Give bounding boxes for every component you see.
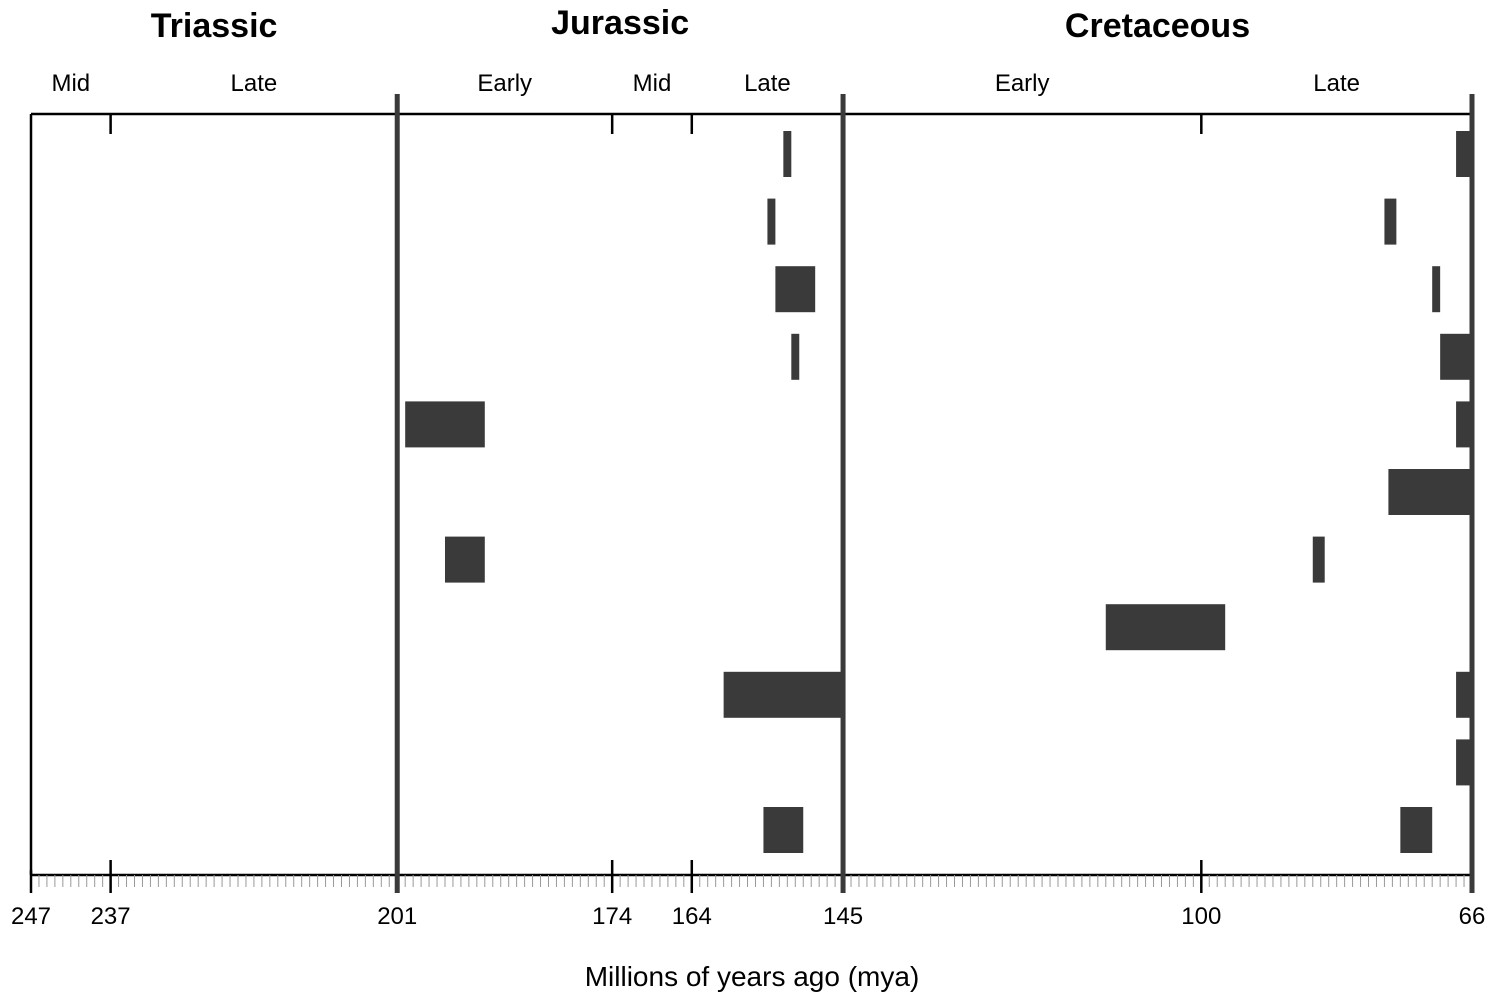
range-bar: [444, 536, 485, 583]
x-tick-label: 174: [592, 903, 632, 930]
range-bar: [1456, 739, 1472, 786]
range-bar: [1456, 131, 1472, 177]
epoch-label: Mid: [633, 70, 672, 97]
x-tick-label: 247: [11, 903, 51, 930]
period-boundaries: [394, 94, 1475, 893]
range-bar: [783, 131, 792, 177]
range-bar: [1384, 198, 1397, 245]
range-bar: [767, 198, 776, 245]
x-tick-label: 201: [377, 903, 417, 930]
epoch-label: Mid: [51, 70, 90, 97]
plot-frame: [29, 112, 1472, 877]
range-bar: [405, 401, 485, 448]
range-bar: [1440, 333, 1472, 380]
period-label: Triassic: [151, 7, 278, 45]
range-bar: [1400, 807, 1433, 853]
range-bar: [1456, 671, 1472, 718]
x-tick-label: 66: [1459, 903, 1486, 930]
x-tick-label: 100: [1181, 903, 1221, 930]
period-labels: Triassic Jurassic Cretaceous: [151, 4, 1250, 45]
period-label: Jurassic: [551, 4, 689, 42]
range-bar: [1432, 266, 1441, 313]
x-tick-label: 145: [823, 903, 863, 930]
epoch-label: Early: [477, 70, 532, 97]
epoch-label: Early: [995, 70, 1050, 97]
period-label: Cretaceous: [1065, 7, 1250, 45]
range-bar: [723, 671, 844, 718]
range-bar: [791, 333, 800, 380]
epoch-labels: Mid Late Early Mid Late Early Late: [51, 70, 1360, 97]
epoch-label: Late: [744, 70, 791, 97]
x-tick-label: 164: [672, 903, 712, 930]
tick-labels: 247 237 201 174 164 145 100 66: [11, 903, 1485, 930]
minor-ticks: [30, 875, 1473, 887]
range-bar: [1388, 469, 1472, 515]
range-bar: [763, 807, 804, 853]
x-axis-label: Millions of years ago (mya): [585, 961, 920, 992]
major-ticks: [29, 114, 1203, 893]
x-tick-label: 237: [91, 903, 131, 930]
epoch-label: Late: [1313, 70, 1360, 97]
range-bar: [1456, 401, 1472, 448]
range-bar: [1312, 536, 1325, 583]
epoch-label: Late: [231, 70, 278, 97]
range-bars: [405, 131, 1472, 853]
range-bar: [775, 266, 816, 313]
range-bar: [1105, 604, 1226, 651]
